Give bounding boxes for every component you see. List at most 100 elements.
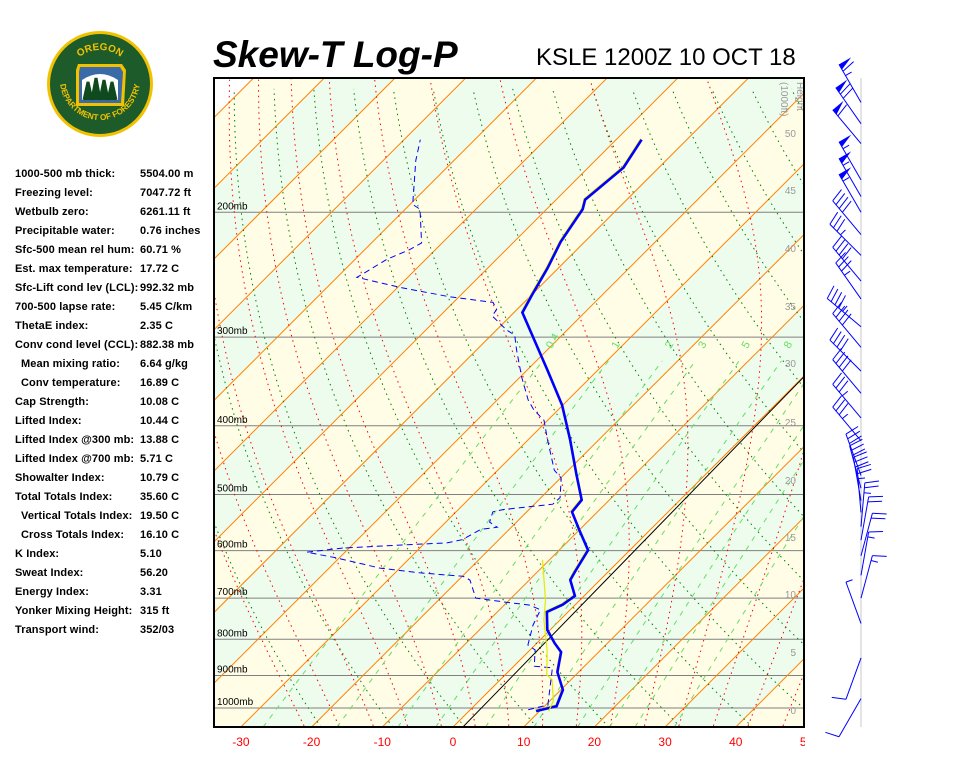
wind-barb: [832, 301, 862, 348]
stat-value: 6.64 g/kg: [140, 358, 188, 370]
isotherm: [664, 587, 804, 727]
stat-row: Conv temperature: 16.89 C: [15, 377, 215, 396]
height-tick-label: 10: [785, 590, 797, 601]
stat-value: 0.76 inches: [140, 225, 201, 237]
stat-row: Lifted Index @700 mb: 5.71 C: [15, 453, 215, 472]
isotherm: [214, 78, 326, 190]
wind-barb: [860, 512, 887, 556]
height-tick-label: 25: [785, 418, 797, 429]
wind-barb: [832, 372, 862, 419]
stat-row: Yonker Mixing Height: 315 ft: [15, 605, 215, 624]
stat-row: Lifted Index @300 mb: 13.88 C: [15, 434, 215, 453]
stat-label: Freezing level:: [15, 187, 93, 199]
x-tick-label: -20: [303, 735, 321, 749]
isotherm: [214, 78, 538, 402]
stat-value: 5504.00 m: [140, 168, 194, 180]
wind-barb: [845, 579, 862, 624]
stat-label: Cross Totals Index:: [21, 529, 125, 541]
stat-row: Sweat Index: 56.20: [15, 567, 215, 586]
stat-value: 10.79 C: [140, 472, 180, 484]
mixing-ratio-line: [609, 424, 804, 727]
height-tick-label: 30: [785, 359, 797, 370]
svg-text:OREGON: OREGON: [75, 42, 125, 60]
mixing-ratio-line: [397, 360, 663, 727]
wind-barb: [835, 252, 862, 300]
wind-barb: [838, 134, 862, 181]
stat-value: 10.08 C: [140, 396, 180, 408]
mixing-ratio-line: [262, 360, 544, 727]
wind-barb: [852, 451, 869, 501]
height-tick-label: 40: [785, 244, 797, 255]
wind-barb: [860, 555, 887, 599]
stat-label: Showalter Index:: [15, 472, 105, 484]
height-tick-label: 20: [785, 476, 797, 487]
wind-barb: [825, 698, 862, 738]
stat-row: Total Totals Index: 35.60 C: [15, 491, 215, 510]
stat-label: Sfc-Lift cond lev (LCL):: [15, 282, 139, 294]
height-tick-label: 15: [785, 533, 797, 544]
isotherm: [214, 92, 804, 684]
x-tick-label: 0: [450, 735, 457, 749]
moist-adiabat: [228, 79, 408, 727]
mixing-ratio-label: 1: [609, 339, 622, 350]
stat-row: 1000-500 mb thick: 5504.00 m: [15, 168, 215, 187]
isotherm: [877, 77, 960, 727]
wind-barb: [826, 285, 862, 328]
dry-adiabat: [871, 89, 960, 727]
dewpoint-profile: [306, 139, 562, 711]
temperature-band: [214, 93, 804, 727]
wind-barb: [860, 480, 880, 527]
isotherm: [593, 516, 804, 727]
stat-row: 700-500 lapse rate: 5.45 C/km: [15, 301, 215, 320]
pressure-label: 900mb: [217, 665, 248, 676]
isotherm: [214, 78, 396, 260]
dry-adiabat: [950, 89, 960, 727]
pressure-label: 1000mb: [217, 697, 254, 708]
stat-value: 2.35 C: [140, 320, 174, 332]
stat-label: Cap Strength:: [15, 396, 90, 408]
wind-barb: [838, 57, 862, 103]
dry-adiabat: [831, 89, 960, 727]
mixing-ratio-line: [336, 360, 609, 727]
stat-value: 56.20: [140, 567, 169, 579]
stat-row: Mean mixing ratio: 6.64 g/kg: [15, 358, 215, 377]
dry-adiabat: [790, 88, 804, 114]
stat-label: K Index:: [15, 548, 60, 560]
stat-value: 19.50 C: [140, 510, 180, 522]
height-tick-label: 50: [785, 129, 797, 140]
stat-row: Conv cond level (CCL): 882.38 mb: [15, 339, 215, 358]
stat-row: Showalter Index: 10.79 C: [15, 472, 215, 491]
wind-barb: [832, 189, 862, 235]
moist-adiabat: [782, 672, 804, 727]
stat-label: Est. max temperature:: [15, 263, 133, 275]
stat-row: Cross Totals Index: 16.10 C: [15, 529, 215, 548]
isotherm: [523, 445, 804, 727]
stat-row: Sfc-Lift cond lev (LCL): 992.32 mb: [15, 282, 215, 301]
wind-barb: [829, 327, 862, 372]
pressure-label: 700mb: [217, 587, 248, 598]
moist-adiabat: [429, 79, 583, 726]
dry-adiabat: [911, 89, 960, 727]
stat-label: Yonker Mixing Height:: [15, 605, 133, 617]
stat-label: Total Totals Index:: [15, 491, 113, 503]
stat-row: ThetaE index: 2.35 C: [15, 320, 215, 339]
stat-value: 17.72 C: [140, 263, 180, 275]
mixing-ratio-label: 2: [663, 339, 676, 350]
pressure-label: 300mb: [217, 326, 248, 337]
sounding-indices-panel: 1000-500 mb thick: 5504.00 m Freezing leve…: [15, 168, 215, 643]
x-tick-label: -30: [232, 735, 250, 749]
mixing-ratio-line: [533, 360, 782, 727]
height-tick-label: 35: [785, 302, 797, 313]
stat-value: 16.89 C: [140, 377, 180, 389]
stat-label: Lifted Index @300 mb:: [15, 434, 135, 446]
mixing-ratio-line: [673, 515, 804, 727]
moist-adiabat: [678, 79, 763, 727]
height-tick-label: 45: [785, 186, 797, 197]
x-tick-label: -10: [374, 735, 392, 749]
wind-barb: [829, 211, 862, 256]
pressure-label: 400mb: [217, 415, 248, 426]
isotherm: [381, 304, 804, 727]
x-tick-label: 40: [729, 735, 743, 749]
stat-value: 6261.11 ft: [140, 206, 191, 218]
mixing-ratio-label: 3: [696, 339, 709, 350]
